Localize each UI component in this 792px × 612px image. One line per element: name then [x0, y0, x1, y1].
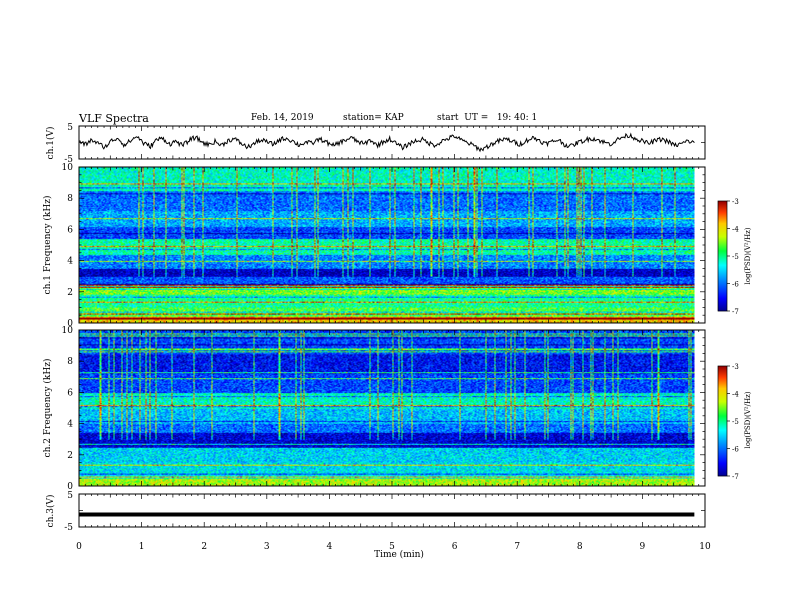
ytick-label: 4: [67, 257, 73, 267]
ytick-label: -5: [64, 155, 73, 165]
ytick-label: 5: [67, 491, 73, 501]
header-start-time: start UT = 19: 40: 1: [437, 113, 538, 123]
ch2-spectrogram: [79, 330, 695, 486]
ch2-colorbar: -3 -4 -5 -6 -7: [717, 363, 739, 481]
ch3-waveform-ylabel: ch.3(V): [45, 495, 56, 528]
xaxis-tick-label: 2: [201, 542, 207, 552]
header-station: station= KAP: [343, 113, 404, 123]
xaxis-tick-label: 4: [327, 542, 333, 552]
xaxis-tick-label: 10: [699, 542, 711, 552]
colorbar-tick-label: -7: [732, 308, 739, 316]
ch1-colorbar: -3 -4 -5 -6 -7: [717, 198, 739, 316]
ch2-spectrogram-ylabel: ch.2 Frequency (kHz): [42, 359, 53, 458]
ch1-waveform: [78, 132, 695, 153]
ytick-label: 8: [67, 194, 73, 204]
ytick-label: 10: [62, 163, 74, 173]
ytick-label: 6: [67, 225, 73, 235]
xaxis-tick-label: 9: [640, 542, 646, 552]
colorbar-tick-label: -6: [732, 281, 739, 289]
ch1-colorbar-label: log(PSD)(V²/Hz): [744, 227, 752, 284]
xaxis-tick-label: 1: [139, 542, 145, 552]
ch1-spectrogram: [79, 167, 695, 323]
ytick-label: 5: [67, 123, 73, 133]
ytick-label: 6: [67, 388, 73, 398]
figure-title: VLF Spectra: [79, 112, 149, 125]
colorbar-tick-label: -5: [732, 253, 739, 261]
xaxis-tick-label: 0: [76, 542, 82, 552]
colorbar-tick-label: -6: [732, 446, 739, 454]
xaxis-tick-label: 8: [577, 542, 583, 552]
xaxis-tick-label: 6: [452, 542, 458, 552]
colorbar-tick-label: -4: [732, 226, 739, 234]
ytick-label: 4: [67, 420, 73, 430]
ytick-label: -5: [64, 523, 73, 533]
xaxis-tick-label: 5: [389, 542, 395, 552]
ch1-trace: [78, 132, 695, 153]
colorbar-tick-label: -3: [732, 198, 739, 206]
ytick-label: 10: [62, 326, 74, 336]
xaxis-label: Time (min): [374, 549, 424, 560]
ytick-label: 0: [67, 482, 73, 492]
ch1-spectrogram-ylabel: ch.1 Frequency (kHz): [42, 196, 53, 295]
spectrogram-image: [79, 167, 695, 323]
ytick-label: 2: [67, 288, 73, 298]
ytick-label: 8: [67, 357, 73, 367]
colorbar-tick-label: -4: [732, 391, 739, 399]
xaxis-tick-label: 7: [514, 542, 520, 552]
colorbar-tick-label: -3: [732, 363, 739, 371]
colorbar-tick-label: -7: [732, 473, 739, 481]
ytick-label: 2: [67, 451, 73, 461]
spectrogram-image: [79, 330, 695, 486]
ytick-label: 0: [67, 319, 73, 329]
header-date: Feb. 14, 2019: [251, 113, 314, 123]
ch1-waveform-ylabel: ch.1(V): [45, 127, 56, 160]
colorbar-tick-label: -5: [732, 418, 739, 426]
ch2-colorbar-label: log(PSD)(V²/Hz): [744, 391, 752, 448]
xaxis-tick-label: 3: [264, 542, 270, 552]
